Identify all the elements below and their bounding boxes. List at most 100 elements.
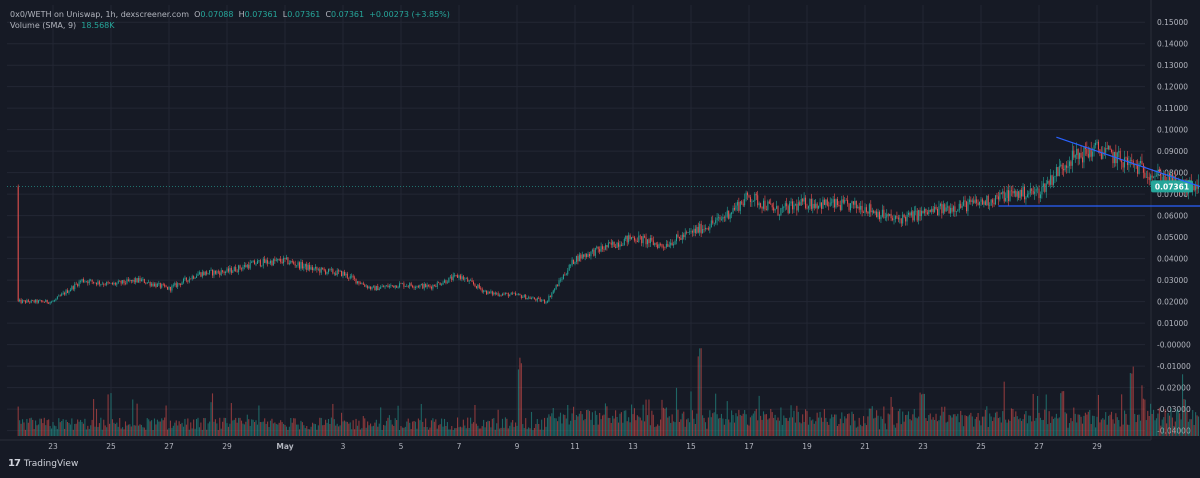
volume-bar — [1079, 414, 1081, 436]
volume-bar — [530, 411, 533, 436]
candle-body — [158, 283, 160, 284]
candle-body — [913, 210, 915, 221]
candle-body — [834, 199, 836, 208]
candle-body — [604, 245, 606, 250]
volume-bar — [316, 429, 318, 436]
candle-body — [755, 193, 757, 196]
candle-body — [887, 214, 889, 216]
candle-body — [599, 249, 601, 252]
volume-bar — [416, 428, 418, 436]
candle-body — [227, 268, 229, 272]
candle-body — [731, 212, 733, 215]
volume-bar — [142, 427, 144, 436]
volume-bar — [1025, 410, 1027, 436]
candle-body — [167, 286, 169, 290]
volume-bar — [802, 414, 804, 436]
volume-bar — [707, 417, 709, 436]
volume-bar — [1161, 419, 1163, 436]
y-tick-label: 0.04000 — [1157, 255, 1188, 264]
candle-body — [516, 294, 518, 295]
volume-bar — [842, 423, 844, 436]
candle-body — [381, 286, 383, 288]
volume-bar — [906, 414, 908, 436]
volume-bar — [449, 429, 451, 436]
volume-bar — [965, 415, 968, 436]
candle-body — [960, 203, 962, 208]
volume-bar — [326, 422, 328, 436]
volume-bar — [1153, 409, 1155, 436]
volume-bar — [1164, 409, 1166, 436]
candle-body — [551, 293, 553, 298]
volume-bar — [200, 422, 202, 436]
volume-bar — [78, 421, 80, 436]
volume-bar — [575, 414, 577, 436]
volume-bar — [1064, 412, 1066, 436]
candle-body — [396, 285, 398, 288]
candle-body — [892, 218, 894, 220]
candle-body — [970, 199, 972, 202]
volume-bar — [603, 414, 605, 436]
volume-bar — [251, 419, 253, 436]
tradingview-brand[interactable]: 17 TradingView — [8, 458, 78, 469]
candle-body — [377, 285, 379, 291]
volume-bar — [581, 414, 583, 436]
candle-body — [1012, 191, 1014, 194]
candle-body — [303, 266, 305, 269]
volume-bar — [738, 409, 740, 436]
volume-bar — [333, 419, 335, 436]
candle-body — [470, 280, 472, 281]
volume-bar — [293, 418, 295, 436]
volume-bar — [907, 411, 910, 436]
volume-bar — [562, 414, 564, 436]
candle-body — [832, 199, 834, 203]
candle-body — [797, 202, 799, 211]
volume-bar — [182, 426, 185, 436]
candle-body — [649, 238, 651, 244]
candle-body — [117, 280, 119, 284]
candle-body — [88, 280, 90, 284]
candle-body — [822, 199, 824, 209]
candle-body — [992, 199, 994, 203]
volume-bar — [636, 415, 638, 436]
candle-body — [185, 277, 187, 281]
volume-bar — [546, 417, 548, 436]
volume-bar — [1012, 408, 1014, 436]
candle-body — [307, 265, 309, 270]
volume-bar — [803, 421, 805, 436]
candle-body — [446, 282, 448, 284]
candle-body — [164, 284, 166, 287]
volume-bar — [428, 429, 430, 436]
candle-body — [710, 220, 712, 228]
candle-body — [156, 283, 158, 287]
volume-bar — [594, 410, 596, 436]
volume-bar — [1122, 424, 1124, 436]
volume-bar — [683, 411, 685, 436]
volume-bar — [481, 426, 483, 436]
volume-bar — [127, 424, 129, 436]
candle-body — [239, 265, 241, 269]
candle-body — [1010, 190, 1012, 192]
candle-body — [705, 227, 706, 230]
volume-bar — [1019, 418, 1021, 436]
volume-bar — [1180, 419, 1182, 436]
candle-body — [507, 293, 509, 297]
volume-bar — [352, 420, 354, 436]
volume-bar — [633, 408, 635, 436]
volume-bar — [1048, 411, 1050, 436]
x-tick-label: 13 — [628, 442, 638, 451]
volume-bar — [77, 419, 79, 436]
candle-body — [1125, 157, 1127, 159]
candle-body — [1050, 175, 1052, 185]
volume-bar — [1112, 419, 1114, 436]
volume-bar — [559, 412, 562, 436]
legend-open-value: 0.07088 — [200, 10, 234, 19]
candle-body — [800, 198, 802, 206]
candle-body — [523, 294, 525, 297]
candle-body — [43, 302, 45, 303]
volume-bar — [1005, 419, 1007, 436]
candle-body — [1147, 176, 1149, 178]
volume-bar — [66, 422, 69, 436]
volume-bar — [319, 417, 321, 436]
